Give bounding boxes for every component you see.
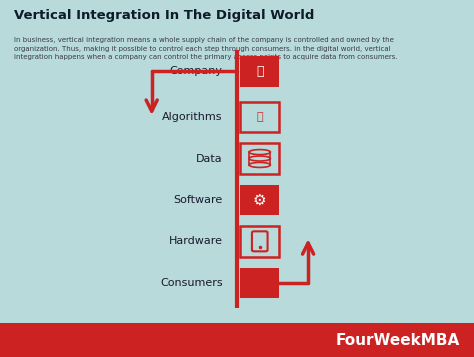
- Text: Vertical Integration In The Digital World: Vertical Integration In The Digital Worl…: [14, 9, 315, 22]
- Text: 🏛: 🏛: [256, 65, 264, 78]
- FancyBboxPatch shape: [240, 268, 279, 298]
- Text: ⚙: ⚙: [253, 192, 266, 207]
- Text: Software: Software: [173, 195, 223, 205]
- FancyBboxPatch shape: [240, 185, 279, 215]
- Text: In business, vertical integration means a whole supply chain of the company is c: In business, vertical integration means …: [14, 37, 398, 60]
- Text: ⿻: ⿻: [256, 112, 263, 122]
- Text: Algorithms: Algorithms: [162, 112, 223, 122]
- Text: Company: Company: [170, 66, 223, 76]
- Text: 👥: 👥: [255, 276, 264, 290]
- Text: Data: Data: [196, 154, 223, 164]
- Text: Consumers: Consumers: [160, 278, 223, 288]
- Text: FourWeekMBA: FourWeekMBA: [336, 332, 460, 348]
- Bar: [0, 323, 474, 357]
- Text: Hardware: Hardware: [169, 236, 223, 246]
- FancyBboxPatch shape: [240, 56, 279, 86]
